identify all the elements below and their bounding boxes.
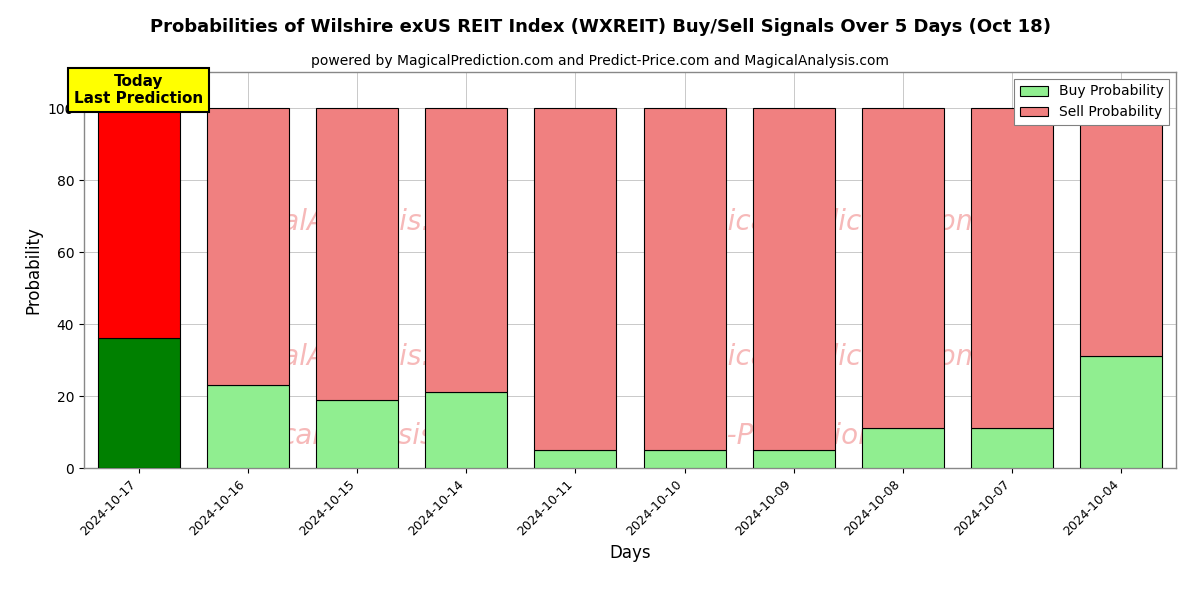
Text: MagicalPrediction.com: MagicalPrediction.com xyxy=(670,343,983,371)
Bar xyxy=(534,450,617,468)
Bar xyxy=(1080,108,1163,356)
Bar xyxy=(643,108,726,450)
Bar xyxy=(752,450,835,468)
Bar xyxy=(643,450,726,468)
Bar xyxy=(97,108,180,338)
Bar xyxy=(316,108,398,400)
Text: n-Prediction.com: n-Prediction.com xyxy=(709,422,944,451)
Text: calAnalysis.com: calAnalysis.com xyxy=(268,343,490,371)
Bar xyxy=(862,108,944,428)
Bar xyxy=(206,108,289,385)
Legend: Buy Probability, Sell Probability: Buy Probability, Sell Probability xyxy=(1014,79,1169,125)
Bar xyxy=(971,428,1054,468)
Text: calAnalysis.com: calAnalysis.com xyxy=(268,208,490,236)
Text: calAnalysis.co: calAnalysis.co xyxy=(281,422,476,451)
Bar xyxy=(206,385,289,468)
Bar xyxy=(425,108,508,392)
Bar xyxy=(752,108,835,450)
Bar xyxy=(97,338,180,468)
Text: MagicalPrediction.com: MagicalPrediction.com xyxy=(670,208,983,236)
Text: Probabilities of Wilshire exUS REIT Index (WXREIT) Buy/Sell Signals Over 5 Days : Probabilities of Wilshire exUS REIT Inde… xyxy=(150,18,1050,36)
Bar xyxy=(534,108,617,450)
Bar xyxy=(862,428,944,468)
Y-axis label: Probability: Probability xyxy=(24,226,42,314)
X-axis label: Days: Days xyxy=(610,544,650,562)
Bar xyxy=(971,108,1054,428)
Bar xyxy=(425,392,508,468)
Text: powered by MagicalPrediction.com and Predict-Price.com and MagicalAnalysis.com: powered by MagicalPrediction.com and Pre… xyxy=(311,54,889,68)
Text: Today
Last Prediction: Today Last Prediction xyxy=(74,74,203,106)
Bar xyxy=(1080,356,1163,468)
Bar xyxy=(316,400,398,468)
